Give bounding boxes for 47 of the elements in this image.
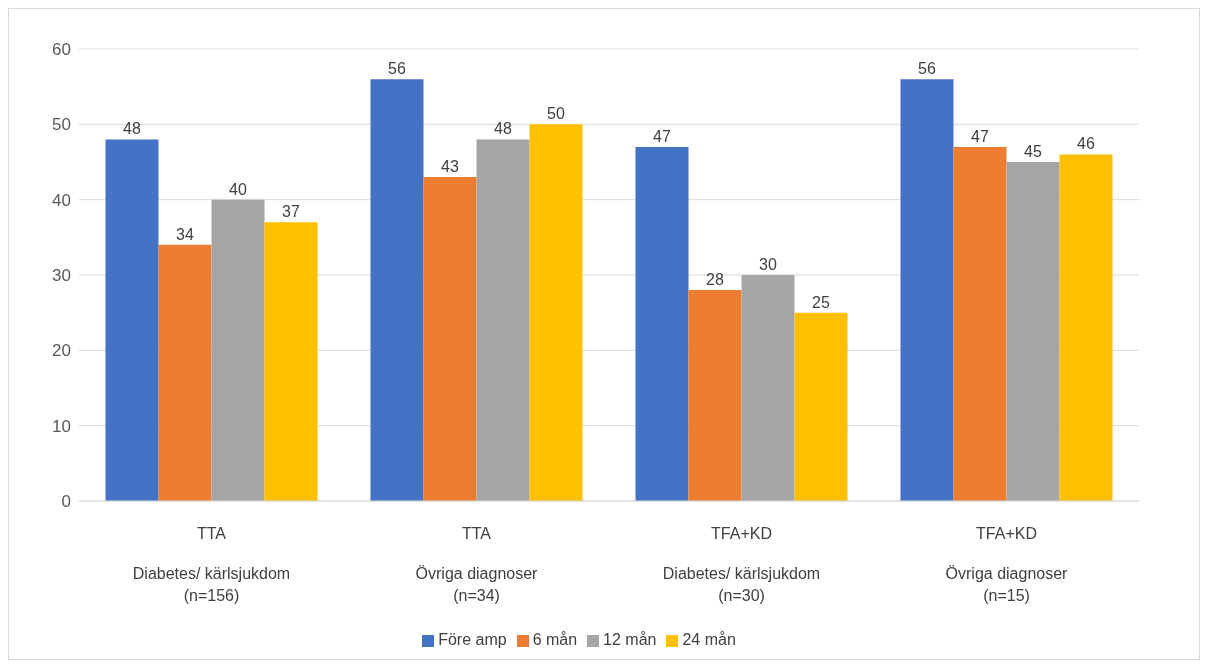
- data-label: 56: [388, 60, 406, 78]
- y-tick-label: 40: [52, 190, 71, 210]
- data-label: 25: [812, 293, 830, 311]
- bar: [1059, 154, 1113, 501]
- bar: [900, 79, 954, 501]
- data-label: 34: [176, 225, 194, 243]
- legend-label: 6 mån: [532, 631, 578, 648]
- data-label: 45: [1024, 143, 1042, 160]
- data-label: 30: [759, 256, 777, 273]
- data-label: 47: [971, 127, 989, 145]
- y-tick-label: 60: [52, 40, 71, 60]
- bar: [158, 244, 212, 501]
- bar: [953, 146, 1007, 501]
- bar: [688, 290, 742, 501]
- category-label: TTA Diabetes/ kärlsjukdom (n=156): [132, 525, 291, 604]
- data-label: 48: [494, 120, 512, 138]
- data-label: 46: [1077, 135, 1095, 153]
- bar: [264, 222, 318, 501]
- bar: [370, 79, 424, 501]
- bar: [635, 146, 689, 501]
- bar: [423, 177, 477, 501]
- data-label: 37: [282, 203, 300, 221]
- legend-label: 12 mån: [603, 631, 657, 648]
- data-label: 43: [441, 158, 459, 176]
- data-label: 50: [547, 105, 565, 123]
- y-tick-label: 10: [52, 416, 71, 436]
- category-label: TFA+KD Övriga diagnoser (n=15): [945, 525, 1068, 604]
- bar: [1006, 162, 1060, 501]
- data-label: 56: [918, 60, 936, 78]
- bar: [105, 139, 159, 501]
- y-tick-label: 20: [52, 341, 71, 361]
- bar: [529, 124, 583, 501]
- data-label: 48: [123, 120, 141, 138]
- y-tick-label: 30: [52, 266, 71, 286]
- category-label: TTA Övriga diagnoser (n=34): [415, 525, 538, 604]
- legend-label: 24 mån: [682, 631, 736, 648]
- bar: [476, 139, 530, 501]
- y-tick-label: 0: [61, 492, 71, 512]
- y-tick-label: 50: [52, 115, 71, 135]
- legend-label: Före amp: [438, 631, 507, 648]
- bar: [794, 312, 848, 501]
- data-label: 28: [706, 271, 724, 289]
- data-label: 47: [653, 127, 671, 145]
- bar: [211, 199, 265, 501]
- data-label: 40: [229, 180, 247, 198]
- category-label: TFA+KD Diabetes/ kärlsjukdom (n=30): [662, 525, 821, 604]
- bar: [741, 275, 795, 501]
